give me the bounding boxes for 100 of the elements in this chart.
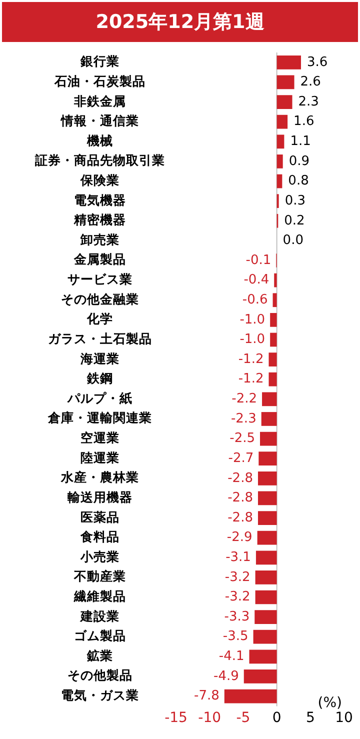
data-label: -2.8 [228,490,253,506]
data-label: -1.2 [238,352,264,367]
data-label: -1.0 [240,312,266,328]
bar [257,530,277,545]
y-tick-label: サービス業 [68,272,132,287]
bar [276,174,282,188]
bar [261,412,277,426]
bar [244,670,277,684]
y-tick-label: 建設業 [80,608,120,624]
y-tick-label: 電気機器 [74,192,126,208]
bar [274,273,277,288]
bar [258,491,277,506]
data-label: -3.2 [224,590,250,605]
data-label: -3.3 [224,609,250,624]
data-label: -3.5 [222,629,248,644]
data-label: -1.0 [240,332,266,348]
y-tick-label: 海運業 [80,350,120,366]
data-label: -3.1 [226,550,251,566]
data-label: 3.6 [306,54,328,70]
x-tick-label: 10 [335,710,353,726]
y-tick-label: 鉱業 [86,648,113,663]
data-label: 1.6 [294,114,314,130]
y-tick-label: 繊維製品 [73,588,126,604]
bar [255,570,277,584]
data-label: -2.5 [230,431,255,446]
y-tick-label: 機械 [86,132,113,148]
data-label: -2.7 [228,450,254,466]
data-label: -1.2 [238,372,264,387]
y-tick-label: 倉庫・運輸関連業 [47,410,152,426]
bar [272,293,277,308]
bar [255,590,277,604]
y-tick-label: パルプ・紙 [66,390,132,406]
x-tick-label: -15 [164,710,188,726]
data-label: -2.3 [230,411,256,426]
x-tick-label: 0 [272,710,282,726]
x-tick-label: -10 [198,710,222,726]
y-tick-label: ガラス・土石製品 [48,330,152,346]
y-tick-label: 空運業 [80,430,120,446]
data-label: 0.2 [284,213,305,228]
y-tick-label: 医薬品 [80,509,120,524]
y-tick-label: 石油・石炭製品 [54,73,146,88]
bar [258,511,277,525]
data-label: -0.6 [242,292,268,308]
annotation: (%) [318,694,342,711]
y-tick-label: 銀行業 [80,54,120,69]
bar [270,332,277,347]
y-tick-label: 輸送用機器 [66,489,132,504]
data-label: -0.4 [244,272,270,288]
data-label: 0.9 [288,154,310,169]
y-tick-label: 卸売業 [80,232,120,247]
data-label: -0.1 [246,252,272,268]
bar [260,432,277,446]
bar [262,392,277,406]
y-tick-label: 陸運業 [80,450,120,465]
y-tick-label: 水産・農林業 [60,470,139,485]
y-tick-label: 精密機器 [73,212,126,228]
x-tick-label: -5 [236,710,250,726]
bar [268,372,277,386]
data-label: -7.8 [194,688,220,704]
y-tick-label: 金属製品 [73,252,126,267]
data-label: 0.0 [282,233,304,248]
y-tick-label: 情報・通信業 [60,113,139,128]
y-tick-label: 非鉄金属 [73,93,126,108]
bar [224,689,277,704]
data-label: -2.8 [228,510,253,526]
y-tick-label: ゴム製品 [74,628,126,644]
bar [268,352,277,366]
y-tick-label: その他金融業 [61,291,139,306]
y-tick-label: その他製品 [68,668,132,683]
y-tick-label: 鉄鋼 [86,370,113,386]
y-tick-label: 食料品 [80,529,120,544]
data-label: -2.9 [226,530,252,546]
bar [254,610,277,624]
x-tick-label: 5 [306,710,315,726]
bar [256,550,277,565]
bar [270,312,277,327]
y-tick-label: 証券・商品先物取引業 [34,152,165,168]
data-label: -4.9 [213,668,239,684]
bar [276,154,283,168]
data-label: 1.1 [290,134,311,150]
data-label: -4.1 [218,649,244,664]
y-tick-label: 小売業 [80,548,120,564]
y-tick-label: 化学 [86,311,113,326]
y-tick-label: 保険業 [80,172,120,188]
bar [276,134,284,149]
bar [253,630,277,644]
data-label: 0.8 [288,174,309,189]
y-tick-label: 電気・ガス業 [61,688,139,703]
data-label: 2.3 [298,94,319,110]
data-label: -2.8 [228,470,253,486]
bar [276,95,292,109]
data-label: -3.2 [224,570,250,585]
bar [276,55,301,70]
chart-title: 2025年12月第1週 [2,2,358,42]
bar [276,114,288,129]
data-label: 0.3 [284,193,306,208]
bar [258,471,277,486]
data-label: -2.2 [232,392,258,407]
bar [276,75,294,90]
bar [258,452,277,466]
